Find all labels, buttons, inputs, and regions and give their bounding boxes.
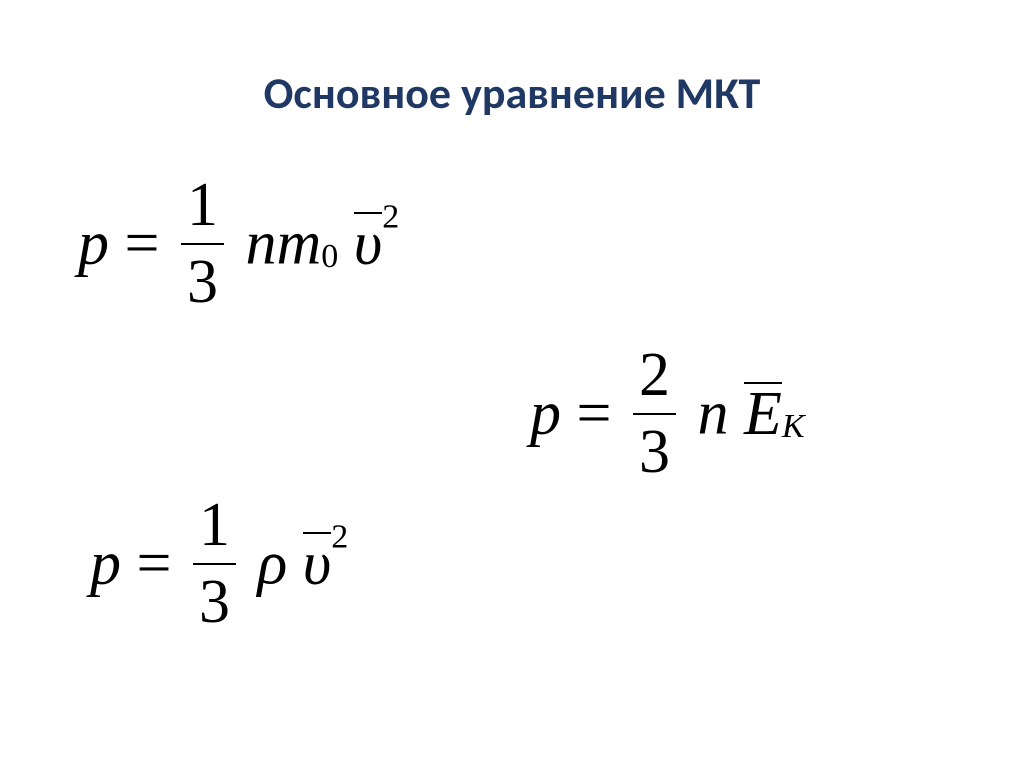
eq3-e: E — [744, 380, 782, 448]
equals-sign: = — [577, 380, 627, 448]
eq1-frac-num: 1 — [181, 170, 224, 241]
eq1-m-sub: 0 — [321, 238, 338, 275]
eq3-e-sub: К — [782, 408, 805, 445]
eq1-lhs: p — [78, 210, 109, 278]
eq2-frac-num: 1 — [193, 490, 236, 561]
overline — [354, 212, 382, 214]
eq2-vbar: υ — [303, 529, 331, 600]
eq2-frac-den: 3 — [193, 565, 236, 638]
slide-title: Основное уравнение МКТ — [0, 66, 1024, 120]
eq1-fraction: 1 3 — [181, 170, 224, 318]
equals-sign: = — [137, 530, 187, 598]
eq2-lhs: p — [90, 530, 121, 598]
eq1-frac-den: 3 — [181, 245, 224, 318]
eq3-ebar: E — [744, 379, 782, 450]
overline — [303, 532, 331, 534]
slide: Основное уравнение МКТ p = 1 3 nm0 υ 2 p… — [0, 0, 1024, 767]
eq3-frac-den: 3 — [633, 415, 676, 488]
eq3-n: n — [697, 380, 728, 448]
eq1-vbar: υ — [354, 209, 382, 280]
eq2-fraction: 1 3 — [193, 490, 236, 638]
equals-sign: = — [125, 210, 175, 278]
eq2-rho: ρ — [257, 530, 287, 598]
eq2-v: υ — [303, 530, 331, 598]
equation-2: p = 1 3 ρ υ 2 — [90, 490, 348, 638]
eq1-v: υ — [354, 210, 382, 278]
eq2-v-sup: 2 — [331, 519, 348, 556]
eq3-fraction: 2 3 — [633, 340, 676, 488]
eq1-v-sup: 2 — [382, 199, 399, 236]
eq3-frac-num: 2 — [633, 340, 676, 411]
eq3-lhs: p — [530, 380, 561, 448]
overline — [744, 382, 782, 384]
eq1-nm: nm — [245, 210, 321, 278]
equation-3: p = 2 3 n E К — [530, 340, 804, 488]
equation-1: p = 1 3 nm0 υ 2 — [78, 170, 399, 318]
